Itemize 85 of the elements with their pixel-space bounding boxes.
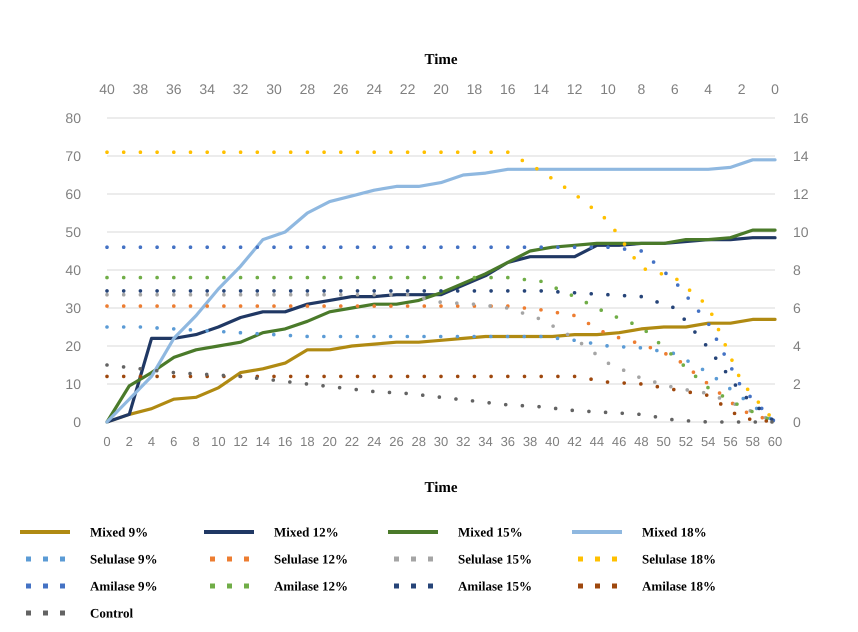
x2-tick-label: 28	[300, 81, 316, 97]
x-axis-title: Time	[424, 480, 458, 496]
x-tick-label: 44	[590, 434, 604, 449]
y-tick-label: 80	[65, 110, 82, 126]
x-tick-label: 38	[522, 434, 538, 449]
x2-tick-label: 24	[366, 81, 382, 97]
x2-tick-label: 18	[466, 81, 482, 97]
x-tick-label: 32	[456, 434, 470, 449]
y-tick-label: 60	[65, 186, 82, 202]
x-tick-label: 20	[322, 434, 337, 449]
x2-tick-label: 10	[600, 81, 616, 97]
x2-axis-title: Time	[424, 52, 458, 68]
x-tick-label: 36	[500, 434, 516, 449]
x2-tick-label: 12	[566, 81, 583, 97]
x-tick-label: 34	[478, 434, 493, 449]
x-tick-label: 58	[746, 434, 760, 449]
x2-tick-label: 32	[232, 81, 249, 97]
x2-tick-label: 4	[704, 81, 712, 97]
legend-label: Amilase 9%	[90, 578, 158, 594]
legend-label: Selulase 15%	[458, 552, 532, 567]
y-tick-label: 0	[73, 414, 82, 430]
x-tick-label: 40	[545, 434, 560, 449]
x2-tick-label: 8	[638, 81, 646, 97]
x2-tick-label: 30	[266, 81, 282, 97]
x2-tick-label: 16	[500, 81, 516, 97]
legend-label: Amilase 15%	[458, 578, 532, 594]
x2-tick-label: 14	[533, 81, 550, 97]
x-tick-label: 26	[389, 434, 404, 449]
x-tick-label: 12	[233, 434, 248, 449]
y-tick-label: 50	[65, 224, 82, 240]
x-tick-label: 4	[148, 434, 156, 449]
legend-label: Mixed 9%	[90, 524, 148, 540]
x2-tick-label: 36	[166, 81, 182, 97]
x-tick-label: 6	[170, 434, 178, 449]
y2-tick-label: 4	[793, 338, 801, 354]
x-tick-label: 18	[300, 434, 315, 449]
legend-label: Selulase 18%	[642, 552, 716, 567]
y-tick-label: 40	[65, 262, 82, 278]
x2-tick-label: 38	[132, 81, 148, 97]
y-tick-label: 70	[65, 148, 82, 164]
y2-tick-label: 16	[793, 110, 809, 126]
x-tick-label: 2	[126, 434, 133, 449]
x2-tick-label: 26	[333, 81, 349, 97]
x-tick-label: 52	[678, 434, 694, 449]
y-tick-label: 20	[65, 338, 82, 354]
x-tick-label: 22	[344, 434, 360, 449]
x-tick-label: 54	[700, 434, 716, 449]
legend-label: Amilase 12%	[274, 578, 348, 594]
legend-label: Amilase 18%	[642, 578, 716, 594]
x-tick-label: 42	[567, 434, 582, 449]
x2-tick-label: 34	[199, 81, 216, 97]
x-tick-label: 14	[256, 434, 270, 449]
x-tick-label: 48	[634, 434, 649, 449]
y2-tick-label: 2	[793, 376, 801, 392]
x2-tick-label: 6	[670, 81, 679, 97]
y2-tick-label: 0	[793, 414, 801, 430]
x-tick-label: 50	[656, 434, 671, 449]
y2-tick-label: 8	[793, 262, 801, 278]
y2-tick-label: 12	[793, 186, 809, 202]
x2-tick-label: 20	[433, 81, 449, 97]
legend-label: Control	[90, 606, 134, 621]
legend-label: Selulase 9%	[90, 552, 158, 567]
x-tick-label: 28	[412, 434, 426, 449]
legend-label: Mixed 15%	[458, 524, 523, 540]
x-tick-label: 10	[211, 434, 226, 449]
legend-label: Selulase 12%	[274, 552, 348, 567]
y2-tick-label: 10	[793, 224, 809, 240]
x-tick-label: 24	[366, 434, 382, 449]
x2-tick-label: 22	[400, 81, 416, 97]
legend-label: Mixed 12%	[274, 524, 339, 540]
x-tick-label: 56	[723, 434, 738, 449]
y2-tick-label: 14	[793, 148, 809, 164]
y2-tick-label: 6	[793, 300, 801, 316]
x2-tick-label: 40	[99, 81, 115, 97]
x-tick-label: 0	[103, 434, 111, 449]
x-tick-label: 60	[768, 434, 782, 449]
x-tick-label: 16	[278, 434, 292, 449]
legend-label: Mixed 18%	[642, 524, 707, 540]
x-tick-label: 8	[192, 434, 200, 449]
y-tick-label: 10	[65, 376, 82, 392]
x-tick-label: 46	[612, 434, 626, 449]
y-tick-label: 30	[65, 300, 82, 316]
x-tick-label: 30	[434, 434, 448, 449]
x2-tick-label: 0	[771, 81, 780, 97]
x2-tick-label: 2	[738, 81, 746, 97]
